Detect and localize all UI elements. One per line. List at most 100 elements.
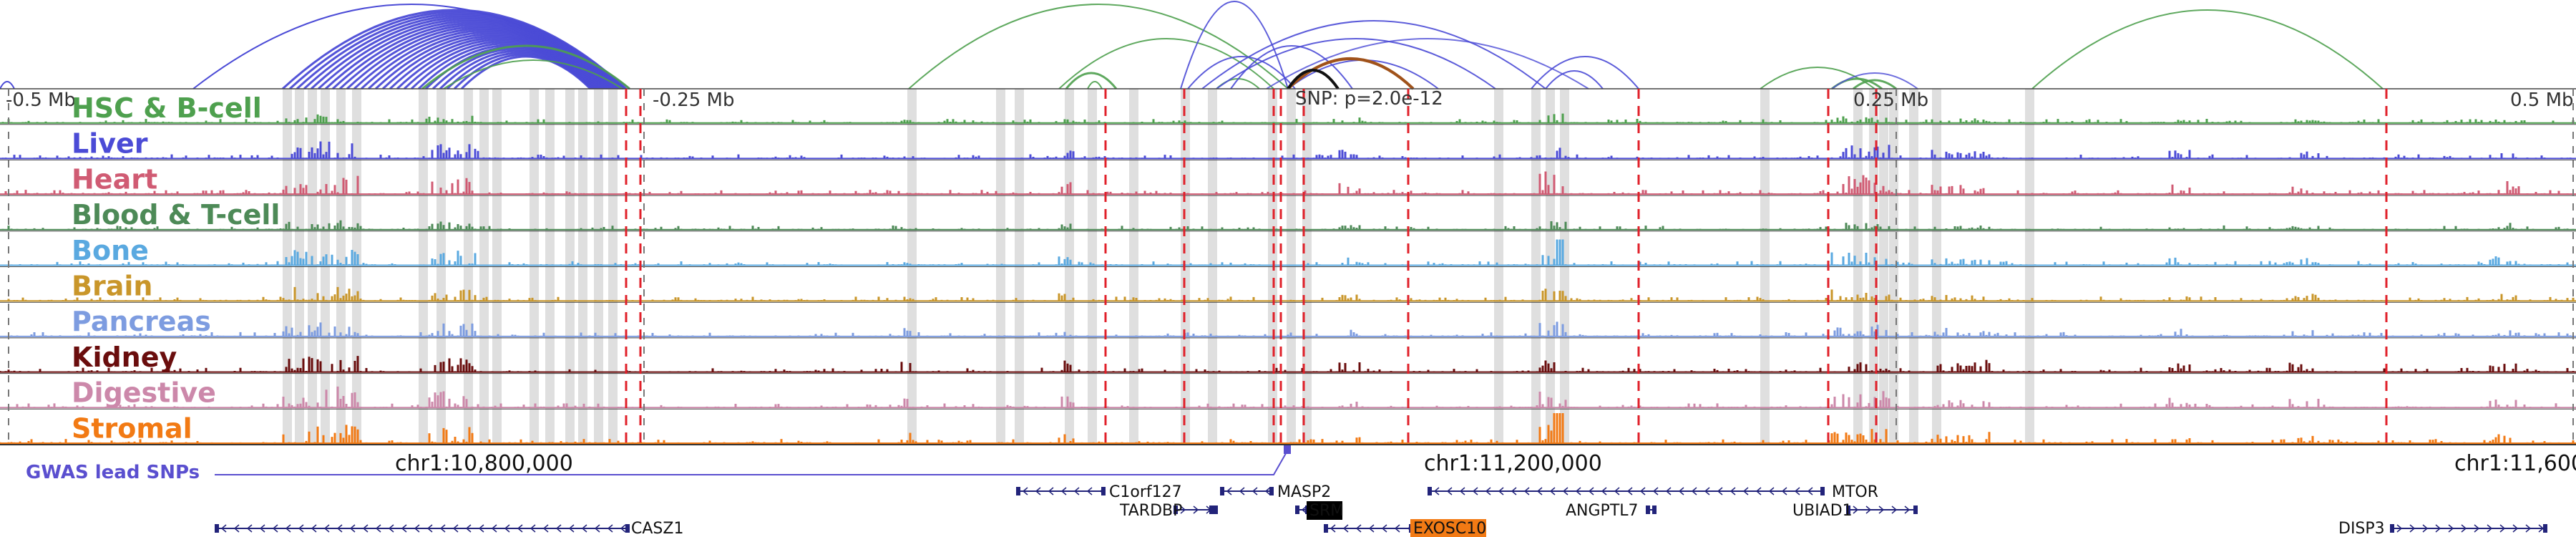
strand-arrow — [426, 524, 433, 533]
coord-label-2: chr1:11,200,000 — [1424, 451, 1602, 476]
track-3 — [0, 220, 2576, 232]
strand-arrow — [2422, 524, 2429, 533]
strand-arrow — [452, 524, 459, 533]
signal-bars — [7, 286, 2575, 301]
interaction-arc — [1087, 81, 1103, 90]
strand-arrow — [2461, 524, 2467, 533]
gene-label: CASZ1 — [631, 520, 683, 537]
strand-arrow — [1433, 487, 1440, 495]
gene-exon — [1101, 487, 1106, 495]
strand-arrow — [1717, 487, 1723, 495]
strand-arrow — [517, 524, 523, 533]
strand-arrow — [1180, 505, 1186, 514]
track-label-0: HSC & B-cell — [72, 92, 262, 124]
strand-arrow — [1768, 487, 1775, 495]
strand-arrow — [220, 524, 227, 533]
interaction-arc — [1058, 38, 1274, 90]
strand-arrow — [1355, 524, 1362, 533]
track-label-8: Digestive — [72, 377, 216, 409]
signal-bars — [1, 141, 2572, 159]
gene-exon — [1174, 505, 1178, 514]
interaction-arc — [1201, 20, 1546, 90]
gwas-lead-snps-track: GWAS lead SNPs — [26, 445, 1291, 483]
strand-arrow — [1665, 487, 1672, 495]
strand-arrow — [491, 524, 497, 533]
strand-arrow — [1781, 487, 1787, 495]
strand-arrow — [2448, 524, 2454, 533]
strand-arrow — [2474, 524, 2480, 533]
strand-arrow — [620, 524, 626, 533]
track-label-6: Pancreas — [72, 306, 211, 337]
strand-arrow — [1446, 487, 1453, 495]
gene-label: TARDBP — [1119, 502, 1182, 520]
strand-arrow — [2409, 524, 2416, 533]
strand-arrow — [1562, 487, 1568, 495]
gene-exon — [2543, 524, 2547, 533]
strand-arrow — [607, 524, 613, 533]
strand-arrow — [2525, 524, 2532, 533]
strand-arrow — [1729, 487, 1736, 495]
gene-exon — [1652, 505, 1657, 514]
strand-arrow — [1368, 524, 1375, 533]
strand-arrow — [504, 524, 510, 533]
gene-label: EXOSC10 — [1413, 520, 1486, 537]
signal-bars — [7, 386, 2560, 408]
interaction-arc — [1831, 72, 1918, 90]
strand-arrow — [1704, 487, 1710, 495]
strand-arrow — [1614, 487, 1620, 495]
snp-pvalue-label: SNP: p=2.0e-12 — [1295, 88, 1443, 110]
strand-arrow — [594, 524, 600, 533]
strand-arrow — [1060, 487, 1067, 495]
strand-arrow — [349, 524, 356, 533]
interaction-arc — [2031, 9, 2384, 90]
gwas-label: GWAS lead SNPs — [26, 462, 200, 483]
strand-arrow — [1498, 487, 1504, 495]
gene-label: MASP2 — [1277, 483, 1331, 501]
strand-arrow — [1626, 487, 1633, 495]
track-label-3: Blood & T-cell — [72, 199, 280, 231]
strand-arrow — [478, 524, 484, 533]
strand-arrow — [298, 524, 304, 533]
strand-arrow — [1742, 487, 1749, 495]
strand-arrow — [1022, 487, 1028, 495]
strand-arrow — [1794, 487, 1800, 495]
interaction-arc — [443, 59, 623, 90]
strand-arrow — [1511, 487, 1517, 495]
signal-bars — [0, 413, 2575, 443]
scale-label-plus-0.25: 0.25 Mb — [1853, 90, 1928, 111]
interaction-arc — [1287, 57, 1415, 90]
gene-label: DISP3 — [2338, 520, 2385, 537]
interaction-arc — [1230, 45, 1353, 90]
strand-arrow — [285, 524, 291, 533]
gene-label: SRM — [1309, 502, 1344, 520]
strand-arrow — [2487, 524, 2493, 533]
interaction-arc — [1180, 1, 1289, 90]
gene-model — [1646, 505, 1657, 514]
gene-exon — [1324, 524, 1328, 533]
strand-arrow — [1073, 487, 1080, 495]
strand-arrow — [439, 524, 446, 533]
interaction-arc — [1065, 72, 1118, 90]
strand-arrow — [1193, 505, 1199, 514]
strand-arrow — [1048, 487, 1054, 495]
strand-arrow — [259, 524, 265, 533]
accessibility-tracks — [0, 88, 2576, 445]
scale-label-minus-0.5: -0.5 Mb — [6, 90, 76, 111]
track-label-7: Kidney — [72, 342, 177, 373]
gene-label: ANGPTL7 — [1566, 502, 1639, 520]
strand-arrow — [1086, 487, 1093, 495]
strand-arrow — [388, 524, 394, 533]
snp-markers — [8, 89, 2574, 445]
coord-label-3: chr1:11,600 — [2454, 451, 2576, 476]
strand-arrow — [1601, 487, 1607, 495]
track-label-2: Heart — [72, 163, 157, 195]
strand-arrow — [336, 524, 343, 533]
strand-arrow — [323, 524, 330, 533]
gene-model — [1428, 487, 1825, 495]
scale-label-plus-0.5: 0.5 Mb — [2510, 90, 2574, 111]
gene-model — [1324, 524, 1413, 533]
strand-arrow — [311, 524, 317, 533]
strand-arrow — [2512, 524, 2519, 533]
